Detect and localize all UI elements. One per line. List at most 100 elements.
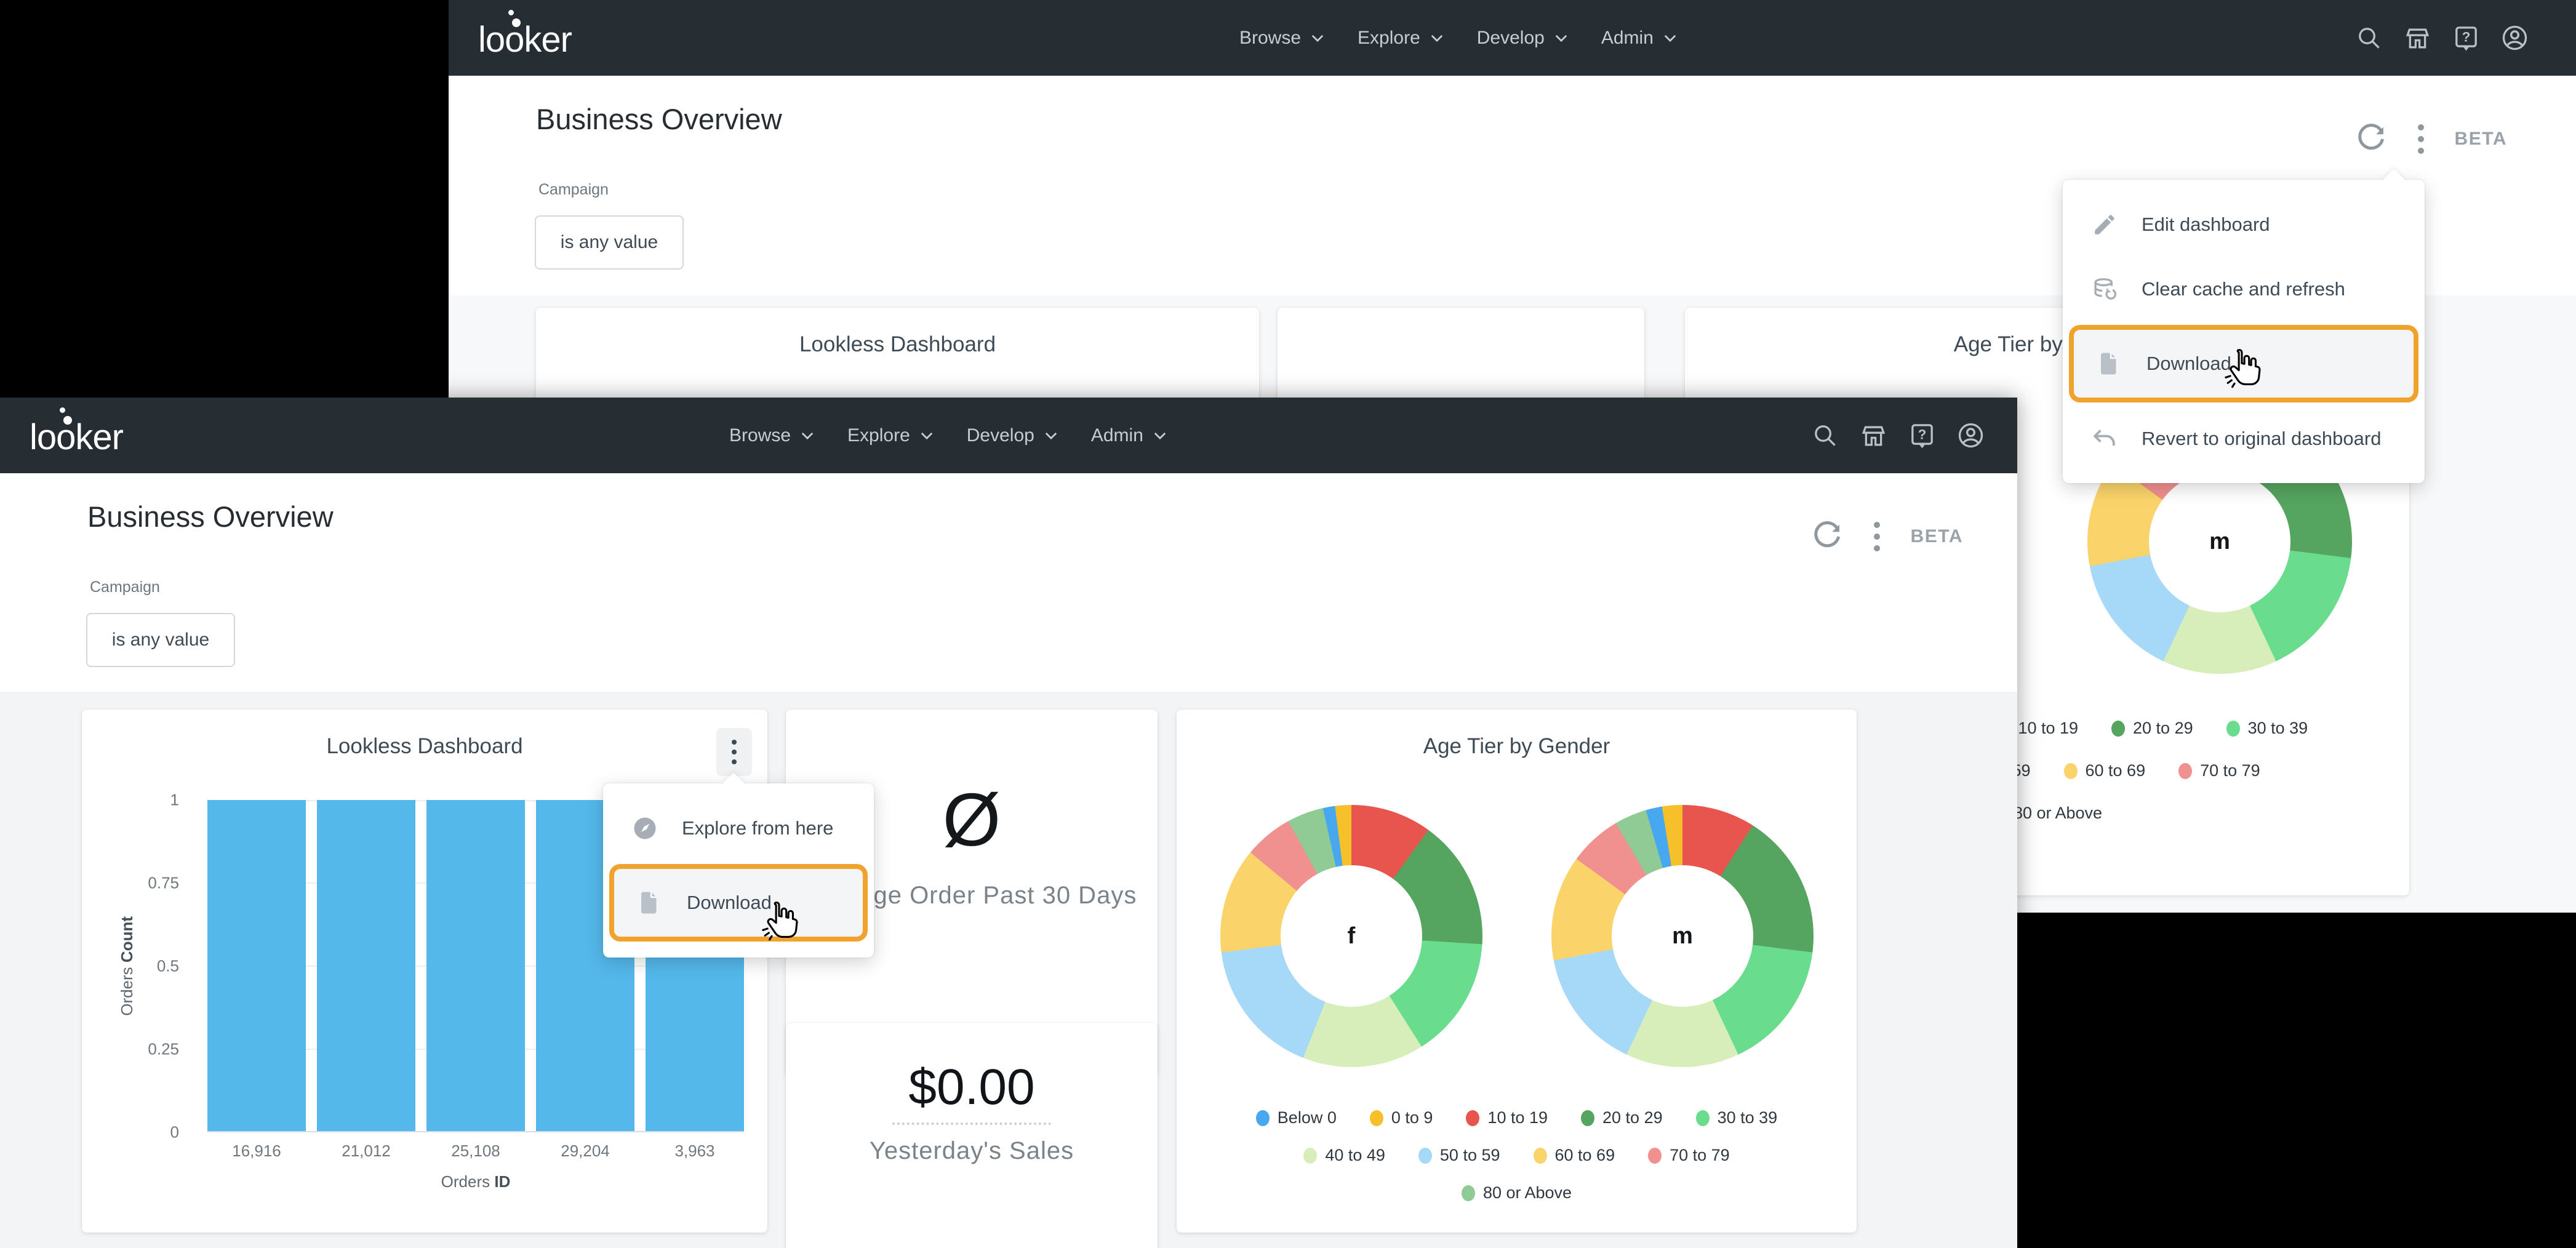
legend-dot-icon xyxy=(1466,1110,1480,1126)
y-tick-label: 0.25 xyxy=(148,1039,179,1058)
logo-bubble-icon xyxy=(512,18,521,27)
legend-item-50-to-59[interactable]: 50 to 59 xyxy=(1418,1146,1500,1165)
cache-icon xyxy=(2091,276,2118,303)
menu-caret xyxy=(2382,169,2406,193)
nav-item-browse[interactable]: Browse xyxy=(1239,28,1324,49)
null-value-symbol: Ø xyxy=(942,778,1001,862)
dashboard-actions-kebab[interactable] xyxy=(1870,518,1884,555)
svg-text:?: ? xyxy=(1918,426,1927,442)
undo-icon xyxy=(2091,425,2118,452)
bar-16916[interactable] xyxy=(207,800,306,1131)
legend-dot-icon xyxy=(1303,1147,1318,1164)
pencil-icon xyxy=(2091,211,2118,238)
page-title: Business Overview xyxy=(87,500,334,533)
top-nav: looker Browse Explore Develop Admin ? xyxy=(0,398,2017,473)
mouse-cursor-pointer xyxy=(762,902,798,941)
tile-title: Age Tier by Gender xyxy=(1423,734,1610,758)
nav-icons: ? xyxy=(2354,0,2529,76)
nav-menus: Browse Explore Develop Admin xyxy=(1239,0,1677,76)
donut-chart-f[interactable]: f xyxy=(1220,805,1482,1067)
nav-item-develop[interactable]: Develop xyxy=(967,425,1058,446)
campaign-filter-chip[interactable]: is any value xyxy=(535,215,684,270)
kpi-value[interactable]: $0.00 xyxy=(892,1058,1051,1125)
dashboard-actions-kebab[interactable] xyxy=(2414,121,2428,158)
menu-item-download[interactable]: Download xyxy=(609,864,868,942)
legend-item-70-to-79[interactable]: 70 to 79 xyxy=(1648,1146,1730,1165)
menu-item-clear-cache-and-refresh[interactable]: Clear cache and refresh xyxy=(2063,257,2425,321)
legend-dot-icon xyxy=(1255,1110,1270,1126)
dashboard-actions-menu: Edit dashboard Clear cache and refresh Dow… xyxy=(2063,169,2425,483)
legend-item-40-to-49[interactable]: 40 to 49 xyxy=(1303,1146,1385,1165)
y-tick-label: 0 xyxy=(170,1122,179,1142)
bar-21012[interactable] xyxy=(317,800,415,1131)
account-icon[interactable] xyxy=(1956,421,1985,450)
nav-item-develop[interactable]: Develop xyxy=(1477,28,1568,49)
looker-logo-text: looker xyxy=(478,20,572,60)
beta-badge: BETA xyxy=(2454,129,2507,149)
menu-item-edit-dashboard[interactable]: Edit dashboard xyxy=(2063,192,2425,257)
donut-center-label: m xyxy=(1612,865,1753,1007)
looker-logo[interactable]: looker xyxy=(478,10,572,60)
x-axis-title: Orders ID xyxy=(441,1172,511,1191)
legend-item-70-to-79[interactable]: 70 to 79 xyxy=(2178,761,2260,780)
y-axis-ticks: 1 0.75 0.5 0.25 0 xyxy=(82,791,188,1142)
x-axis-ticks: 16,916 21,012 25,108 29,204 3,963 xyxy=(207,1142,744,1164)
dashboard-header-controls: BETA xyxy=(1811,518,1963,555)
search-icon[interactable] xyxy=(2354,23,2383,52)
legend-dot-icon xyxy=(2226,720,2240,737)
help-icon[interactable]: ? xyxy=(2452,23,2481,52)
menu-item-revert-to-original-dashboard[interactable]: Revert to original dashboard xyxy=(2063,406,2425,471)
search-icon[interactable] xyxy=(1810,421,1839,450)
nav-item-explore[interactable]: Explore xyxy=(1358,28,1444,49)
legend-item-10-to-19[interactable]: 10 to 19 xyxy=(1466,1108,1548,1127)
refresh-button[interactable] xyxy=(1811,521,1843,553)
nav-item-explore[interactable]: Explore xyxy=(847,425,934,446)
legend-item-30-to-39[interactable]: 30 to 39 xyxy=(1695,1108,1777,1127)
marketplace-icon[interactable] xyxy=(2403,23,2432,52)
donut-chart-m[interactable]: m xyxy=(1551,805,1814,1067)
legend-dot-icon xyxy=(2178,762,2193,779)
x-tick-label: 21,012 xyxy=(342,1142,391,1160)
nav-menus: Browse Explore Develop Admin xyxy=(729,398,1167,473)
donut-center-label: f xyxy=(1281,865,1422,1007)
filter-label: Campaign xyxy=(538,181,609,198)
y-axis-title: Orders Count xyxy=(118,916,136,1016)
bar-25108[interactable] xyxy=(426,800,525,1131)
beta-badge: BETA xyxy=(1910,526,1963,546)
tile-title: Lookless Dashboard xyxy=(326,734,523,758)
legend-item-0-to-9[interactable]: 0 to 9 xyxy=(1369,1108,1433,1127)
kpi-label: Yesterday's Sales xyxy=(869,1137,1074,1164)
legend-dot-icon xyxy=(1369,1110,1383,1126)
legend-item-60-to-69[interactable]: 60 to 69 xyxy=(2063,761,2145,780)
legend-item-30-to-39[interactable]: 30 to 39 xyxy=(2226,719,2308,738)
filter-label: Campaign xyxy=(90,578,160,596)
nav-item-admin[interactable]: Admin xyxy=(1091,425,1167,446)
menu-item-explore-from-here[interactable]: Explore from here xyxy=(603,796,874,860)
account-icon[interactable] xyxy=(2500,23,2529,52)
nav-icons: ? xyxy=(1810,398,1985,473)
legend-item-below-0[interactable]: Below 0 xyxy=(1255,1108,1337,1127)
refresh-button[interactable] xyxy=(2355,123,2387,155)
mouse-cursor-pointer xyxy=(2225,349,2261,388)
legend-item-20-to-29[interactable]: 20 to 29 xyxy=(1581,1108,1663,1127)
nav-item-admin[interactable]: Admin xyxy=(1601,28,1677,49)
legend-dot-icon xyxy=(1648,1147,1662,1164)
looker-logo[interactable]: looker xyxy=(30,407,124,457)
looker-logo-text: looker xyxy=(30,417,124,457)
marketplace-icon[interactable] xyxy=(1859,421,1888,450)
legend-item-60-to-69[interactable]: 60 to 69 xyxy=(1533,1146,1615,1165)
dashboard-header-controls: BETA xyxy=(2355,121,2507,158)
legend-dot-icon xyxy=(1533,1147,1547,1164)
y-tick-label: 0.5 xyxy=(156,956,179,975)
donut-center-label: m xyxy=(2149,471,2290,612)
y-tick-label: 1 xyxy=(170,790,179,809)
legend-item-20-to-29[interactable]: 20 to 29 xyxy=(2111,719,2193,738)
help-icon[interactable]: ? xyxy=(1908,421,1937,450)
tile-title: Lookless Dashboard xyxy=(799,332,996,356)
nav-item-browse[interactable]: Browse xyxy=(729,425,814,446)
legend-item-80-or-above[interactable]: 80 or Above xyxy=(1461,1183,1572,1202)
tile-actions-kebab[interactable] xyxy=(716,728,752,776)
chart-legend: Below 0 0 to 9 10 to 19 20 to 29 30 to 39 40 … xyxy=(1177,1108,1857,1202)
campaign-filter-chip[interactable]: is any value xyxy=(86,613,235,667)
